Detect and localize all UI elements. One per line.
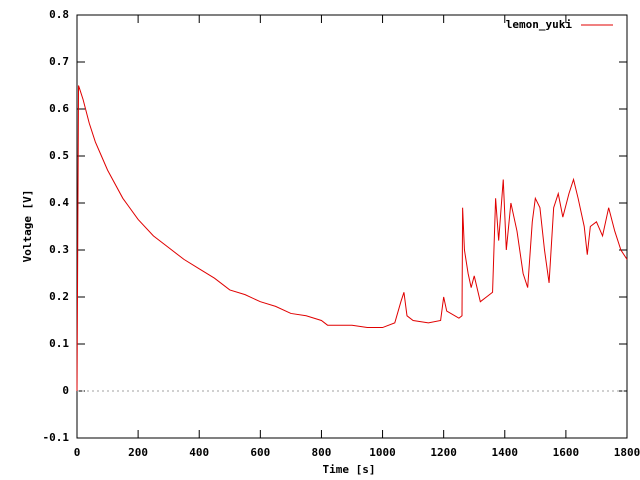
y-tick-label: 0.3 — [49, 243, 69, 256]
y-tick-label: 0.7 — [49, 55, 69, 68]
y-axis-label: Voltage [V] — [21, 190, 34, 263]
x-axis-label: Time [s] — [323, 463, 376, 476]
x-tick-label: 200 — [128, 446, 148, 459]
x-tick-label: 400 — [189, 446, 209, 459]
x-tick-label: 1000 — [369, 446, 396, 459]
y-tick-label: 0.5 — [49, 149, 69, 162]
x-tick-label: 800 — [312, 446, 332, 459]
y-tick-label: 0.8 — [49, 8, 69, 21]
x-tick-label: 1600 — [553, 446, 580, 459]
legend-label: lemon_yuki — [506, 18, 573, 31]
x-tick-label: 600 — [250, 446, 270, 459]
y-tick-label: -0.1 — [43, 431, 70, 444]
x-tick-label: 0 — [74, 446, 81, 459]
data-line — [76, 85, 628, 392]
y-tick-label: 0.6 — [49, 102, 69, 115]
plot-frame — [76, 14, 628, 439]
x-tick-label: 1400 — [492, 446, 519, 459]
x-tick-label: 1200 — [430, 446, 457, 459]
y-tick-label: 0.1 — [49, 337, 69, 350]
x-tick-label: 1800 — [614, 446, 640, 459]
y-tick-label: 0 — [62, 384, 69, 397]
y-tick-label: 0.4 — [49, 196, 69, 209]
y-tick-label: 0.2 — [49, 290, 69, 303]
